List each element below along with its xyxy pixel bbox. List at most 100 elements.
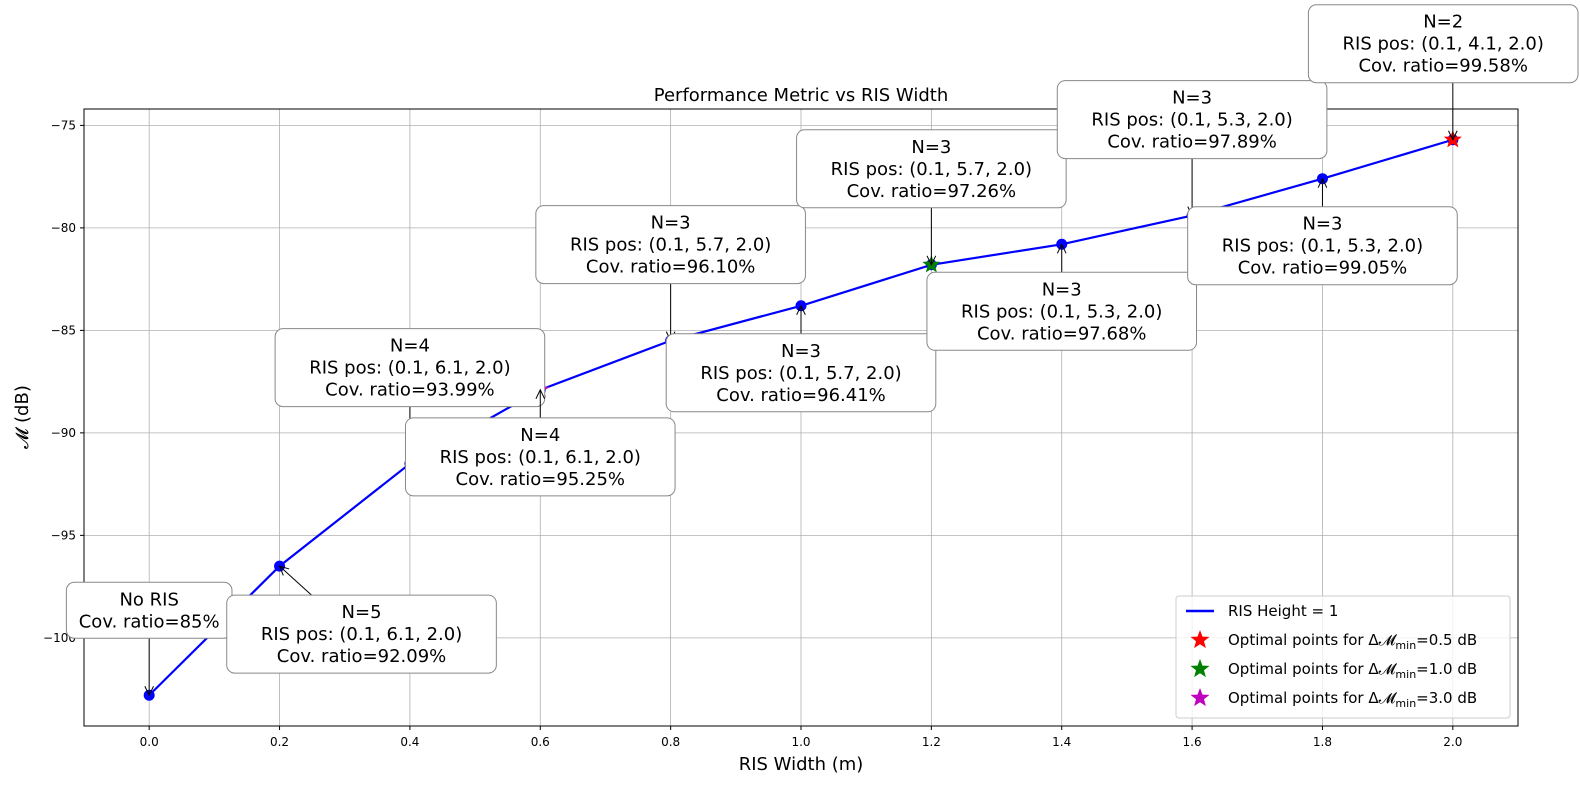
legend-label-value: =1.0 dB — [1416, 660, 1477, 678]
legend-label-prefix: Optimal points for Δ𝓜 — [1228, 689, 1398, 707]
annotation-arrowhead — [926, 255, 937, 266]
x-tick-label: 0.6 — [531, 735, 550, 749]
annotation-line: RIS pos: (0.1, 6.1, 2.0) — [261, 624, 462, 645]
y-axis-label: 𝓜 (dB) — [12, 385, 33, 449]
annotation-box — [1056, 80, 1328, 160]
y-tick-label: −90 — [51, 426, 76, 440]
annotation-line: N=3 — [781, 341, 821, 362]
annotation-line: RIS pos: (0.1, 5.7, 2.0) — [700, 363, 901, 384]
annotation-line: Cov. ratio=99.05% — [1238, 258, 1408, 279]
legend-star-swatch — [1190, 688, 1210, 707]
annotation-line: Cov. ratio=97.68% — [977, 323, 1147, 344]
x-tick-label: 1.2 — [922, 735, 941, 749]
annotation-line: Cov. ratio=97.89% — [1107, 132, 1277, 153]
legend-label-value: =0.5 dB — [1416, 631, 1477, 649]
annotation-line: RIS pos: (0.1, 6.1, 2.0) — [309, 358, 510, 379]
annotation-box — [226, 594, 497, 674]
annotation-line: RIS pos: (0.1, 5.3, 2.0) — [961, 301, 1162, 322]
y-tick-label: −85 — [51, 323, 76, 337]
x-axis-label: RIS Width (m) — [739, 754, 864, 775]
annotation-line: RIS pos: (0.1, 5.3, 2.0) — [1091, 110, 1292, 131]
annotation-arrowhead — [1317, 177, 1328, 188]
annotation-box — [535, 205, 806, 285]
legend-label-value: =3.0 dB — [1416, 689, 1477, 707]
legend-star-swatch — [1190, 659, 1210, 678]
annotation-box — [926, 271, 1198, 351]
chart-title: Performance Metric vs RIS Width — [654, 85, 948, 106]
annotation-line: Cov. ratio=95.25% — [456, 469, 626, 490]
x-tick-label: 1.0 — [791, 735, 810, 749]
annotation-box — [796, 129, 1067, 209]
x-tick-label: 1.4 — [1052, 735, 1071, 749]
legend-label: Optimal points for Δ𝓜min=0.5 dB — [1228, 631, 1477, 652]
legend-label: Optimal points for Δ𝓜min=1.0 dB — [1228, 660, 1477, 681]
annotation-line: N=4 — [390, 336, 430, 357]
annotation-line: N=5 — [342, 602, 382, 623]
x-tick-label: 2.0 — [1443, 735, 1462, 749]
x-tick-label: 0.4 — [400, 735, 419, 749]
annotation-line: Cov. ratio=85% — [79, 611, 220, 632]
annotation-line: Cov. ratio=97.26% — [847, 181, 1017, 202]
annotation-box — [274, 328, 546, 408]
annotation-line: Cov. ratio=96.41% — [716, 385, 886, 406]
legend-label: Optimal points for Δ𝓜min=3.0 dB — [1228, 689, 1477, 710]
legend-label-subscript: min — [1395, 697, 1416, 710]
annotation-line: RIS pos: (0.1, 4.1, 2.0) — [1343, 34, 1544, 55]
annotation-line: RIS pos: (0.1, 5.3, 2.0) — [1222, 236, 1423, 257]
x-tick-label: 0.2 — [270, 735, 289, 749]
annotation-box — [1307, 4, 1579, 84]
annotation-line: N=3 — [651, 213, 691, 234]
annotation-line: RIS pos: (0.1, 5.7, 2.0) — [570, 235, 771, 256]
annotation-box — [1187, 206, 1458, 286]
axis-ticks: 0.0 0.2 0.4 0.6 0.8 1.0 1.2 1.4 1.6 1.8 2.0−100−95… — [43, 118, 1462, 749]
annotation-arrowhead — [1448, 130, 1458, 141]
annotation-line: RIS pos: (0.1, 6.1, 2.0) — [440, 447, 641, 468]
annotation-line: N=3 — [1302, 214, 1342, 235]
annotation-line: Cov. ratio=93.99% — [325, 380, 495, 401]
annotation-arrowhead — [796, 304, 806, 316]
annotation-line: Cov. ratio=92.09% — [277, 646, 447, 667]
legend-frame — [1175, 595, 1511, 719]
y-tick-label: −80 — [51, 221, 76, 235]
legend-label-prefix: Optimal points for Δ𝓜 — [1228, 660, 1398, 678]
x-tick-label: 1.8 — [1313, 735, 1332, 749]
legend-label-prefix: Optimal points for Δ𝓜 — [1228, 631, 1398, 649]
legend-label-subscript: min — [1395, 668, 1416, 681]
annotation-line: RIS pos: (0.1, 5.7, 2.0) — [831, 159, 1032, 180]
annotation-arrow — [279, 565, 312, 596]
y-tick-label: −95 — [51, 528, 76, 542]
annotation-line: Cov. ratio=99.58% — [1358, 56, 1528, 77]
annotation-line: N=2 — [1423, 12, 1463, 33]
x-tick-label: 1.6 — [1183, 735, 1202, 749]
annotation-line: N=3 — [1172, 88, 1212, 109]
annotation-box — [404, 417, 676, 497]
annotation-line: N=4 — [520, 425, 560, 446]
annotation-arrowhead — [278, 565, 290, 576]
annotation-arrowhead — [1056, 243, 1067, 254]
y-tick-label: −75 — [51, 118, 76, 132]
legend-label-subscript: min — [1395, 639, 1416, 652]
legend-star-swatch — [1190, 630, 1210, 649]
annotation-line: N=3 — [1042, 279, 1082, 300]
annotation-box — [665, 333, 937, 413]
x-tick-label: 0.0 — [140, 735, 159, 749]
annotation-line: No RIS — [119, 589, 178, 610]
annotation-arrowhead — [144, 686, 154, 697]
annotation-arrowhead — [535, 388, 546, 400]
annotation-line: Cov. ratio=96.10% — [586, 257, 756, 278]
legend-label: RIS Height = 1 — [1228, 602, 1338, 620]
x-tick-label: 0.8 — [661, 735, 680, 749]
